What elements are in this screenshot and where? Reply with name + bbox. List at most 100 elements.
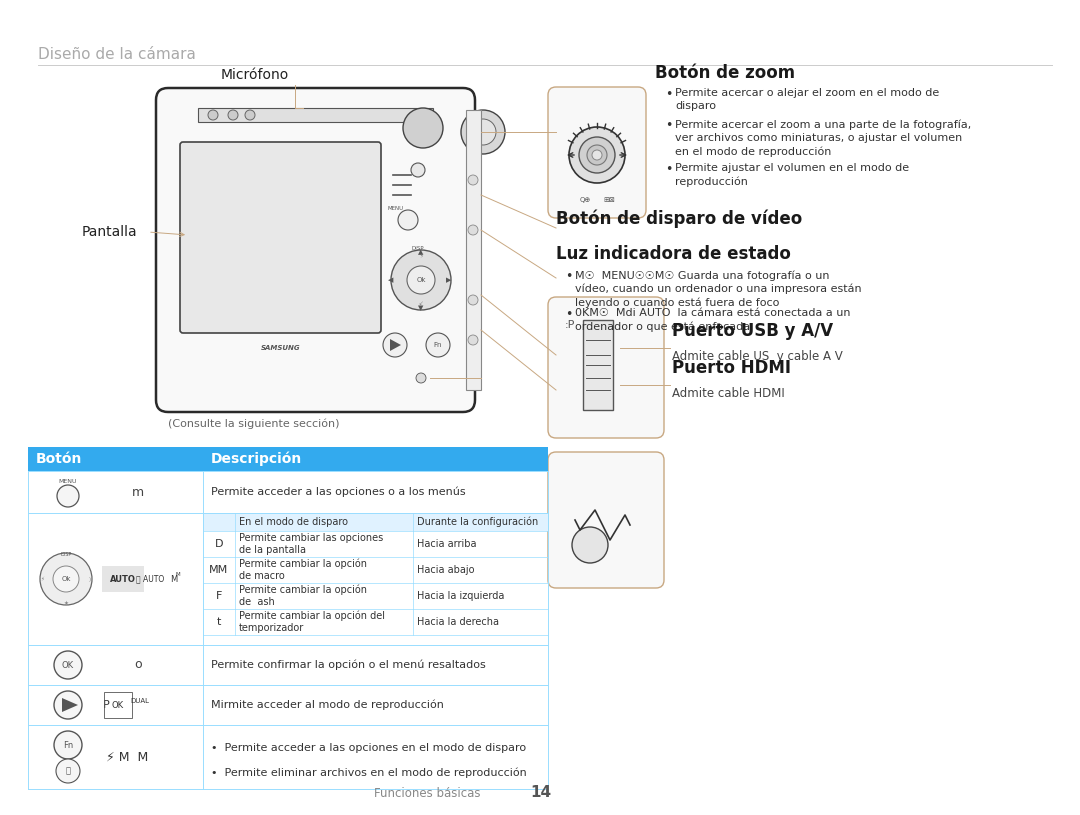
Text: DISP: DISP — [60, 553, 71, 557]
Text: Botón de zoom: Botón de zoom — [654, 64, 795, 82]
Text: Botón: Botón — [36, 452, 82, 466]
Circle shape — [399, 210, 418, 230]
Polygon shape — [390, 339, 401, 351]
FancyBboxPatch shape — [548, 452, 664, 588]
Text: Permite ajustar el volumen en el modo de
reproducción: Permite ajustar el volumen en el modo de… — [675, 163, 909, 187]
Text: 🐦 AUTO: 🐦 AUTO — [136, 575, 164, 584]
Circle shape — [468, 225, 478, 235]
Text: t: t — [217, 617, 221, 627]
Text: •: • — [665, 163, 673, 176]
Text: Funciones básicas: Funciones básicas — [374, 787, 480, 800]
Text: Fn: Fn — [434, 342, 442, 348]
Text: M: M — [170, 575, 177, 584]
Text: Descripción: Descripción — [211, 452, 302, 466]
Text: •: • — [665, 119, 673, 132]
Circle shape — [592, 150, 602, 160]
Text: Hacia abajo: Hacia abajo — [417, 565, 474, 575]
Circle shape — [468, 175, 478, 185]
Text: ⚡: ⚡ — [419, 253, 423, 258]
Text: ⚡: ⚡ — [40, 576, 44, 581]
Text: MENU: MENU — [58, 479, 78, 484]
Text: m: m — [132, 486, 144, 499]
Circle shape — [468, 335, 478, 345]
Text: ▶: ▶ — [446, 277, 451, 283]
Text: DISP: DISP — [411, 245, 424, 250]
Circle shape — [54, 691, 82, 719]
Text: AUTO: AUTO — [110, 575, 136, 584]
Circle shape — [588, 145, 607, 165]
Circle shape — [569, 127, 625, 183]
Text: Puerto USB y A/V: Puerto USB y A/V — [672, 322, 833, 340]
Circle shape — [208, 110, 218, 120]
Text: ⊞⊠: ⊞⊠ — [603, 197, 615, 203]
Circle shape — [53, 566, 79, 592]
Bar — [28, 447, 548, 471]
Text: ↙: ↙ — [419, 302, 423, 306]
Text: •: • — [665, 88, 673, 101]
Circle shape — [40, 553, 92, 605]
Text: Hacia arriba: Hacia arriba — [417, 539, 476, 549]
FancyBboxPatch shape — [156, 88, 475, 412]
Text: Fn: Fn — [63, 741, 73, 750]
Circle shape — [383, 333, 407, 357]
Text: Ok: Ok — [62, 576, 71, 582]
Text: 0KM☉  Mdi AUTO  la cámara está conectada a un
ordenador o que está enfocada: 0KM☉ Mdi AUTO la cámara está conectada a… — [575, 308, 851, 332]
Text: M: M — [176, 571, 180, 576]
Circle shape — [572, 527, 608, 563]
Circle shape — [407, 266, 435, 294]
Circle shape — [579, 137, 615, 173]
Text: M☉  MENU☉☉M☉ Guarda una fotografía o un
vídeo, cuando un ordenador o una impreso: M☉ MENU☉☉M☉ Guarda una fotografía o un v… — [575, 270, 862, 308]
Text: ⚡ M  M: ⚡ M M — [106, 751, 148, 764]
Text: Ok: Ok — [416, 277, 426, 283]
Circle shape — [54, 731, 82, 759]
Circle shape — [411, 163, 426, 177]
Text: ▼: ▼ — [418, 305, 423, 311]
Text: Permite cambiar las opciones
de la pantalla: Permite cambiar las opciones de la panta… — [239, 533, 383, 555]
FancyBboxPatch shape — [180, 142, 381, 333]
Text: En el modo de disparo: En el modo de disparo — [239, 517, 348, 527]
Circle shape — [391, 250, 451, 310]
Text: Mirmite acceder al modo de reproducción: Mirmite acceder al modo de reproducción — [211, 700, 444, 710]
Text: •: • — [565, 308, 572, 321]
Circle shape — [468, 295, 478, 305]
Text: Micrófono: Micrófono — [221, 68, 289, 82]
Text: Admite cable US  y cable A V: Admite cable US y cable A V — [672, 350, 842, 363]
Text: Hacia la izquierda: Hacia la izquierda — [417, 591, 504, 601]
Text: D: D — [215, 539, 224, 549]
Text: OK: OK — [112, 701, 124, 710]
Bar — [198, 108, 433, 122]
Text: DUAL: DUAL — [130, 698, 149, 704]
Circle shape — [56, 759, 80, 783]
FancyBboxPatch shape — [548, 297, 664, 438]
Circle shape — [416, 373, 426, 383]
Circle shape — [54, 651, 82, 679]
Text: •  Permite acceder a las opciones en el modo de disparo: • Permite acceder a las opciones en el m… — [211, 743, 526, 753]
Text: OK: OK — [62, 660, 75, 669]
Text: Botón de disparo de vídeo: Botón de disparo de vídeo — [556, 209, 802, 228]
Text: Pantalla: Pantalla — [82, 225, 137, 239]
Text: Puerto HDMI: Puerto HDMI — [672, 359, 791, 377]
Circle shape — [426, 333, 450, 357]
Text: •  Permite eliminar archivos en el modo de reproducción: • Permite eliminar archivos en el modo d… — [211, 767, 527, 778]
Text: o: o — [134, 659, 141, 672]
Bar — [465, 110, 481, 390]
Text: Permite confirmar la opción o el menú resaltados: Permite confirmar la opción o el menú re… — [211, 660, 486, 670]
Text: ◀: ◀ — [389, 277, 394, 283]
Text: ★: ★ — [64, 601, 68, 606]
Text: ▲: ▲ — [418, 249, 423, 255]
Text: Admite cable HDMI: Admite cable HDMI — [672, 387, 785, 400]
Bar — [203, 513, 548, 531]
Bar — [583, 320, 613, 410]
Circle shape — [470, 119, 496, 145]
Text: Permite acceder a las opciones o a los menús: Permite acceder a las opciones o a los m… — [211, 487, 465, 497]
Text: Permite cambiar la opción del
temporizador: Permite cambiar la opción del temporizad… — [239, 611, 384, 633]
Text: 14: 14 — [530, 785, 551, 800]
Text: :P: :P — [565, 320, 576, 330]
Text: Permite acercar el zoom a una parte de la fotografía,
ver archivos como miniatur: Permite acercar el zoom a una parte de l… — [675, 119, 971, 156]
Circle shape — [461, 110, 505, 154]
Circle shape — [403, 108, 443, 148]
Text: Permite cambiar la opción
de  ash: Permite cambiar la opción de ash — [239, 585, 367, 607]
Circle shape — [57, 485, 79, 507]
Text: Permite cambiar la opción
de macro: Permite cambiar la opción de macro — [239, 559, 367, 581]
Polygon shape — [62, 698, 78, 712]
